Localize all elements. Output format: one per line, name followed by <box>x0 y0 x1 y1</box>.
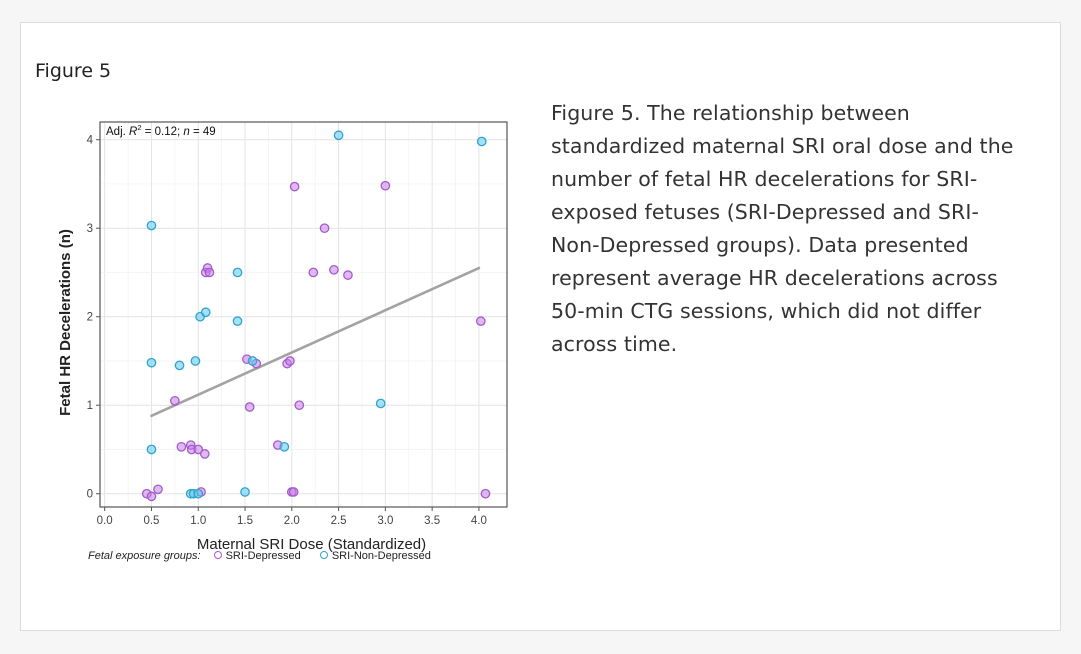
data-point-nondepressed <box>190 356 201 366</box>
data-point-depressed <box>475 316 486 326</box>
legend-swatch-nondepressed <box>319 551 328 560</box>
data-point-depressed <box>308 267 319 278</box>
legend-swatch-depressed <box>213 551 222 560</box>
data-point-depressed <box>329 264 339 275</box>
data-point-nondepressed <box>279 441 290 452</box>
data-point-depressed <box>170 395 180 406</box>
data-point-depressed <box>176 441 187 452</box>
data-point-depressed <box>289 181 300 192</box>
legend-label-nondepressed: SRI-Non-Depressed <box>331 550 431 562</box>
data-point-nondepressed <box>375 398 386 409</box>
y-tick-label: 3 <box>87 223 93 235</box>
legend-label-depressed: SRI-Depressed <box>225 550 301 562</box>
data-point-nondepressed <box>193 488 204 499</box>
x-tick-label: 3.0 <box>377 515 393 527</box>
y-axis-title: Fetal HR Decelerations (n) <box>57 229 74 416</box>
x-tick-label: 0.5 <box>143 515 159 527</box>
plot-frame <box>99 121 508 508</box>
data-point-nondepressed <box>200 307 211 318</box>
plot-area <box>100 122 507 507</box>
y-tick-label: 2 <box>87 312 93 324</box>
data-point-depressed <box>285 356 295 366</box>
chart-legend: Fetal exposure groups: SRI-Depressed SRI… <box>88 550 447 562</box>
y-tick-label: 1 <box>87 400 93 412</box>
x-tick-label: 2.5 <box>331 515 347 527</box>
x-tick-label: 0.0 <box>97 515 113 527</box>
data-point-depressed <box>288 487 299 497</box>
scatter-chart: 0.0 0.5 1.0 1.5 2.0 2.5 3.0 3.5 4.0 0 1 2 3 4 Materna… <box>57 121 508 552</box>
data-point-nondepressed <box>146 357 157 368</box>
data-point-depressed <box>199 449 210 459</box>
data-point-depressed <box>204 267 215 278</box>
legend-title: Fetal exposure groups: <box>88 550 201 562</box>
regression-line <box>150 266 481 418</box>
data-point-depressed <box>480 488 491 499</box>
data-point-nondepressed <box>174 360 185 371</box>
figure-label: Figure 5 <box>35 60 112 82</box>
data-point-depressed <box>380 180 391 191</box>
data-point-nondepressed <box>232 267 243 278</box>
data-point-depressed <box>244 402 255 412</box>
x-axis-title: Maternal SRI Dose (Standardized) <box>197 536 426 552</box>
caption-text: . The relationship between standardized … <box>551 101 1014 356</box>
data-point-depressed <box>343 270 353 280</box>
data-point-depressed <box>146 491 157 502</box>
figure-caption: Figure 5. The relationship between stand… <box>551 97 1021 361</box>
data-point-depressed <box>153 484 163 495</box>
y-tick-label: 0 <box>87 489 93 501</box>
data-point-nondepressed <box>333 130 344 141</box>
data-point-nondepressed <box>247 356 258 366</box>
data-point-nondepressed <box>476 136 487 147</box>
data-point-nondepressed <box>232 316 243 326</box>
x-tick-label: 4.0 <box>471 515 487 527</box>
fit-annotation: Adj. R2 = 0.12; n = 49 <box>106 123 216 138</box>
legend-entry-depressed: SRI-Depressed <box>213 550 301 562</box>
data-point-nondepressed <box>146 220 157 231</box>
x-tick-label: 1.5 <box>237 515 253 527</box>
data-point-depressed <box>319 223 330 234</box>
x-tick-label: 3.5 <box>424 515 440 527</box>
data-point-nondepressed <box>146 444 157 455</box>
y-tick-label: 4 <box>87 135 94 147</box>
x-tick-label: 2.0 <box>284 515 300 527</box>
legend-entry-nondepressed: SRI-Non-Depressed <box>319 550 431 562</box>
data-point-nondepressed <box>240 487 250 497</box>
x-tick-label: 1.0 <box>190 515 206 527</box>
data-point-depressed <box>193 444 204 455</box>
caption-title: Figure 5 <box>551 101 634 125</box>
data-point-depressed <box>294 400 305 411</box>
